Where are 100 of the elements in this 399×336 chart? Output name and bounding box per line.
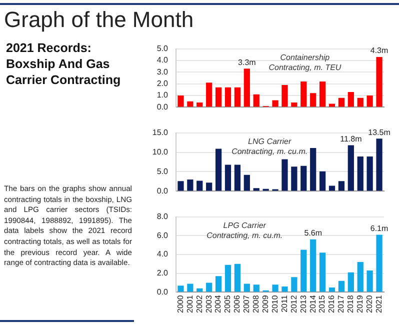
bar xyxy=(376,138,382,191)
bar xyxy=(328,104,336,107)
bar xyxy=(244,68,250,107)
data-label: 6.1m xyxy=(370,224,388,233)
bar xyxy=(357,156,364,191)
bar xyxy=(206,282,212,292)
bar xyxy=(253,284,260,292)
y-tick-label: 5.0 xyxy=(156,166,169,176)
bar xyxy=(376,234,382,292)
annotation: LPG Carrier Contracting, m. cu.m. xyxy=(206,221,283,240)
bar xyxy=(282,159,288,191)
bar xyxy=(319,252,326,292)
bar xyxy=(348,272,354,292)
bar xyxy=(328,287,336,292)
x-tick-label: 2014 xyxy=(308,294,318,313)
bar xyxy=(291,166,298,191)
y-tick-label: 5.0 xyxy=(156,44,169,54)
bar xyxy=(196,102,203,107)
bar xyxy=(234,264,241,292)
data-label: 5.6m xyxy=(304,228,322,238)
bar xyxy=(366,96,373,107)
x-tick-label: 2020 xyxy=(365,294,374,313)
x-tick-label: 2001 xyxy=(185,294,194,313)
x-tick-label: 2012 xyxy=(289,294,298,313)
x-tick-label: 2002 xyxy=(194,294,204,313)
bar xyxy=(282,85,288,107)
bar xyxy=(215,148,222,191)
x-tick-label: 2015 xyxy=(318,294,327,313)
y-tick-label: 0.0 xyxy=(156,287,169,296)
data-label: 3.3m xyxy=(238,58,256,67)
bar xyxy=(300,82,307,107)
y-tick-label: 15.0 xyxy=(152,128,169,138)
bar xyxy=(310,148,316,191)
bar xyxy=(215,276,222,292)
bar xyxy=(196,180,203,191)
y-tick-label: 4.0 xyxy=(156,250,169,259)
bar xyxy=(244,284,250,292)
x-tick-label: 2010 xyxy=(270,294,280,313)
x-tick-label: 2017 xyxy=(336,294,346,313)
bar xyxy=(196,288,203,292)
bar xyxy=(338,98,345,107)
bar xyxy=(178,286,184,292)
bar xyxy=(187,101,194,107)
chart-title: Graph of the Month xyxy=(4,7,194,33)
data-label: 4.3m xyxy=(370,46,388,56)
x-tick-label: 2021 xyxy=(374,294,384,313)
x-tick-label: 2008 xyxy=(252,294,261,313)
y-tick-label: 1.0 xyxy=(156,90,169,100)
bar xyxy=(300,250,307,292)
bar xyxy=(310,239,316,292)
bar xyxy=(206,182,212,191)
bar xyxy=(376,56,382,107)
bar xyxy=(291,277,298,292)
x-tick-label: 2007 xyxy=(242,294,252,313)
annotation: Containership Contracting, m. TEU xyxy=(268,53,342,72)
data-label: 13.5m xyxy=(368,128,391,137)
bar xyxy=(282,286,288,292)
y-tick-label: 6.0 xyxy=(156,230,169,240)
bar xyxy=(224,264,232,292)
y-tick-label: 2.0 xyxy=(156,268,169,278)
bar xyxy=(366,156,373,191)
bar xyxy=(357,98,364,107)
bar xyxy=(366,270,373,292)
data-label: 11.8m xyxy=(340,134,362,144)
x-tick-label: 2003 xyxy=(204,294,214,313)
x-tick-label: 2000 xyxy=(176,294,185,313)
y-tick-label: 0.0 xyxy=(156,186,169,196)
x-tick-label: 2011 xyxy=(280,294,289,312)
bar xyxy=(206,82,212,107)
bar xyxy=(319,171,326,191)
y-tick-label: 10.0 xyxy=(152,147,169,156)
bar xyxy=(328,186,336,191)
bar xyxy=(224,164,232,191)
x-tick-label: 2006 xyxy=(232,294,242,313)
x-tick-label: 2019 xyxy=(356,294,365,313)
bar xyxy=(319,82,326,107)
bar xyxy=(187,180,194,191)
x-tick-label: 2005 xyxy=(223,294,232,313)
bar xyxy=(357,262,364,292)
bar xyxy=(234,164,241,191)
x-tick-label: 2004 xyxy=(214,294,223,313)
bar xyxy=(291,102,298,107)
y-tick-label: 0.0 xyxy=(156,102,169,112)
x-tick-label: 2013 xyxy=(298,294,308,313)
x-tick-label: 2009 xyxy=(261,294,270,313)
bar xyxy=(253,94,260,107)
y-tick-label: 8.0 xyxy=(156,212,169,222)
x-tick-label: 2016 xyxy=(327,294,336,313)
bar xyxy=(310,93,316,107)
annotation: LNG Carrier Contracting, m. cu.m. xyxy=(232,137,308,156)
bar xyxy=(178,181,184,191)
bar xyxy=(272,284,278,292)
y-tick-label: 4.0 xyxy=(156,56,169,65)
bar xyxy=(348,145,354,191)
y-tick-label: 3.0 xyxy=(156,67,169,76)
bar xyxy=(272,100,278,107)
bar xyxy=(253,188,260,191)
bar xyxy=(338,280,345,292)
bar xyxy=(244,174,250,191)
bar xyxy=(187,284,194,292)
